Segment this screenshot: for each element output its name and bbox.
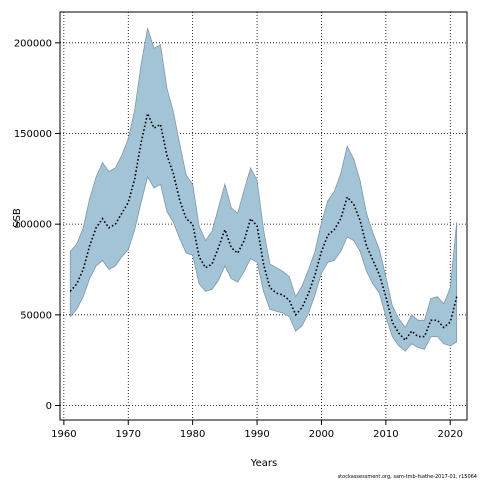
x-tick-label: 1960 [51, 429, 76, 440]
axis-ticks: 1960 1970 1980 1990 2000 2010 2020 0 50000 100000… [14, 38, 463, 440]
x-tick-label: 2010 [373, 429, 398, 440]
credit-text: stockassessment.org, sam-tmb-fsathe-2017… [338, 474, 477, 480]
y-tick-label: 150000 [14, 129, 52, 140]
y-tick-label: 200000 [14, 38, 52, 49]
x-tick-label: 2000 [309, 429, 334, 440]
x-tick-label: 2020 [438, 429, 463, 440]
y-tick-label: 100000 [14, 220, 52, 231]
y-tick-label: 0 [46, 401, 52, 412]
y-axis-label: SSB [12, 208, 23, 228]
y-tick-label: 50000 [20, 310, 52, 321]
x-axis-label: Years [250, 458, 277, 469]
ssb-estimate-line [69, 110, 458, 342]
confidence-band [69, 28, 458, 352]
plot-frame [59, 11, 468, 421]
x-tick-label: 1970 [116, 429, 141, 440]
x-tick-label: 1990 [244, 429, 269, 440]
x-tick-label: 1980 [180, 429, 205, 440]
